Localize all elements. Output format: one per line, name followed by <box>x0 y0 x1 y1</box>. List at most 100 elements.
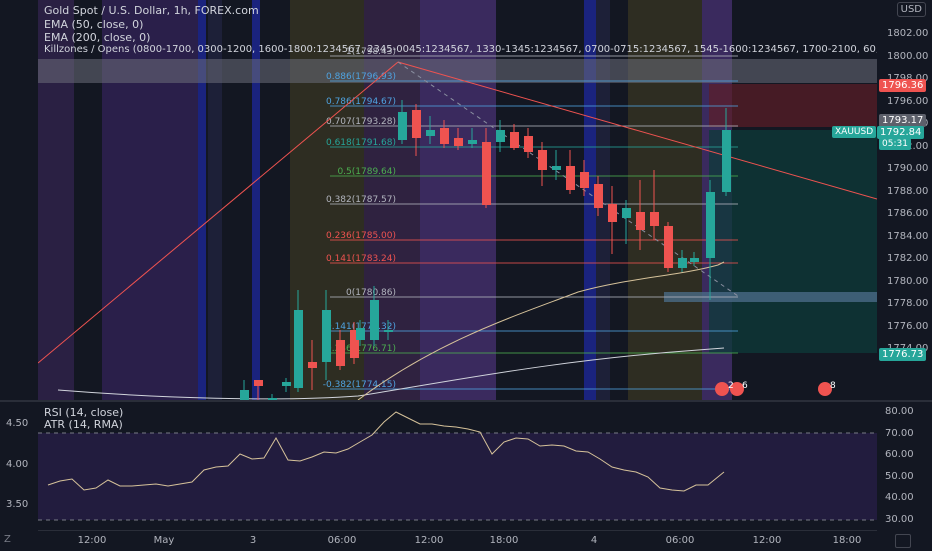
fib-level-label: 1(1798.43) <box>346 47 396 57</box>
rsi-tick: 60.00 <box>885 449 914 460</box>
price-tick: 1780.00 <box>887 275 929 287</box>
fib-level-label: 0(1780.86) <box>346 288 396 298</box>
take-profit-box <box>709 130 877 353</box>
price-tick: 1786.00 <box>887 208 929 219</box>
rsi-tick: 50.00 <box>885 471 914 482</box>
price-tick: 1778.00 <box>887 298 929 309</box>
pane-separator[interactable] <box>0 400 932 402</box>
candle-body <box>650 212 659 226</box>
trend-line[interactable] <box>397 61 878 200</box>
atr-tick: 4.50 <box>6 418 29 429</box>
event-badge-count: 2 <box>728 381 734 391</box>
currency-badge[interactable]: USD <box>896 2 926 17</box>
price-chart[interactable]: 1(1798.43) 0.886(1796.93) 0.786(1794.67) 0.… <box>37 0 878 404</box>
fib-level-label: -0.236(1776.71) <box>323 344 396 354</box>
price-tick: 1784.00 <box>887 230 929 242</box>
price-tick: 1790.00 <box>887 163 929 174</box>
time-tick: 12:00 <box>752 535 782 546</box>
atr-legend[interactable]: ATR (14, RMA) <box>44 418 123 431</box>
rsi-atr-pane[interactable]: RSI (14, close) ATR (14, RMA) <box>38 402 877 530</box>
killzone-band <box>252 0 260 400</box>
killzone-band <box>584 0 596 400</box>
settings-gear-icon[interactable] <box>895 534 911 548</box>
candle-body <box>282 382 291 386</box>
ema-50-line <box>357 261 725 401</box>
candle-body <box>254 380 263 386</box>
timezone-label[interactable]: Z <box>4 534 11 545</box>
symbol-title[interactable]: Gold Spot / U.S. Dollar, 1h, FOREX.com <box>44 4 259 17</box>
price-tick: 1782.00 <box>887 253 929 264</box>
candle-body <box>240 390 249 402</box>
rsi-band <box>38 433 877 520</box>
candle-body <box>468 140 477 144</box>
rsi-line <box>47 411 725 492</box>
price-axis[interactable]: USD 1802.001800.001798.001796.001794.001… <box>877 0 932 400</box>
candle-body <box>664 226 673 268</box>
atr-tick: 3.50 <box>6 499 29 510</box>
candle-body <box>622 208 631 218</box>
trend-line[interactable] <box>37 61 399 364</box>
ema50-legend[interactable]: EMA (50, close, 0) <box>44 18 144 31</box>
candle-body <box>496 130 505 142</box>
candle-body <box>384 330 393 332</box>
candle-body <box>322 310 331 362</box>
candle-body <box>678 258 687 268</box>
fib-level-label: 0.141(1783.24) <box>326 254 396 264</box>
candle-body <box>524 136 533 152</box>
price-tick: 1802.00 <box>887 28 929 39</box>
event-badge[interactable]: 8 <box>818 381 836 396</box>
price-chart-canvas[interactable]: 1(1798.43) 0.886(1796.93) 0.786(1794.67) 0.… <box>37 0 878 404</box>
candlestick-series <box>240 100 731 404</box>
demand-zone <box>664 292 877 302</box>
time-tick: 18:00 <box>832 535 862 546</box>
candle-body <box>722 130 731 192</box>
candle-body <box>412 110 421 138</box>
candle-body <box>370 300 379 340</box>
countdown-tag: 05:31 <box>879 138 911 150</box>
candle-body <box>594 184 603 208</box>
symbol-name-label: XAUUSD <box>832 126 877 138</box>
rsi-tick: 40.00 <box>885 492 914 503</box>
fibonacci-retracement[interactable]: 1(1798.43) 0.886(1796.93) 0.786(1794.67) 0.… <box>323 47 738 390</box>
symbol-price-tag: 1792.84 <box>877 126 925 139</box>
time-tick: 3 <box>249 535 257 546</box>
time-tick: 18:00 <box>489 535 519 546</box>
candle-body <box>608 204 617 222</box>
rsi-atr-canvas[interactable] <box>38 402 877 530</box>
candle-body <box>356 328 365 340</box>
rsi-legend[interactable]: RSI (14, close) <box>44 406 124 419</box>
candle-body <box>336 340 345 366</box>
price-tick: 1776.00 <box>887 320 929 332</box>
fib-level-label: 0.886(1796.93) <box>326 72 396 82</box>
atr-tick: 4.00 <box>6 459 29 470</box>
rsi-axis[interactable]: 80.00 70.00 60.00 50.00 40.00 30.00 <box>877 402 932 530</box>
killzones-legend[interactable]: Killzones / Opens (0800-1700, 0300-1200,… <box>44 44 899 55</box>
price-tick: 1796.00 <box>887 95 929 107</box>
fib-top-price-tag: 1796.36 <box>879 79 927 92</box>
current-price-tag: 1793.17 <box>879 114 927 127</box>
candle-body <box>566 166 575 190</box>
fib-level-label: 0.707(1793.28) <box>326 117 396 127</box>
candle-body <box>294 310 303 388</box>
atr-axis[interactable]: 4.50 4.00 3.50 <box>0 402 38 530</box>
time-tick: 06:00 <box>327 535 357 546</box>
fib-level-label: 0.5(1789.64) <box>337 167 396 177</box>
event-badge[interactable]: 2 6 <box>715 381 748 396</box>
candle-body <box>308 362 317 368</box>
ema200-legend[interactable]: EMA (200, close, 0) <box>44 31 151 44</box>
candle-body <box>482 142 491 205</box>
fib-level-label: 0.618(1791.68) <box>326 138 396 148</box>
fib-level-label: -0.382(1774.15) <box>323 380 396 390</box>
ema-200-line <box>57 347 725 400</box>
candle-body <box>510 132 519 148</box>
candle-body <box>454 138 463 146</box>
time-axis[interactable]: 12:00 May 3 06:00 12:00 18:00 4 06:00 12… <box>38 530 877 551</box>
candle-body <box>398 112 407 140</box>
time-tick: 12:00 <box>414 535 444 546</box>
fib-level-label: 0.382(1787.57) <box>326 195 396 205</box>
candle-body <box>552 166 561 170</box>
candle-body <box>538 150 547 170</box>
fib-level-label: 0.786(1794.67) <box>326 97 396 107</box>
candle-body <box>706 192 715 258</box>
candle-body <box>426 130 435 136</box>
